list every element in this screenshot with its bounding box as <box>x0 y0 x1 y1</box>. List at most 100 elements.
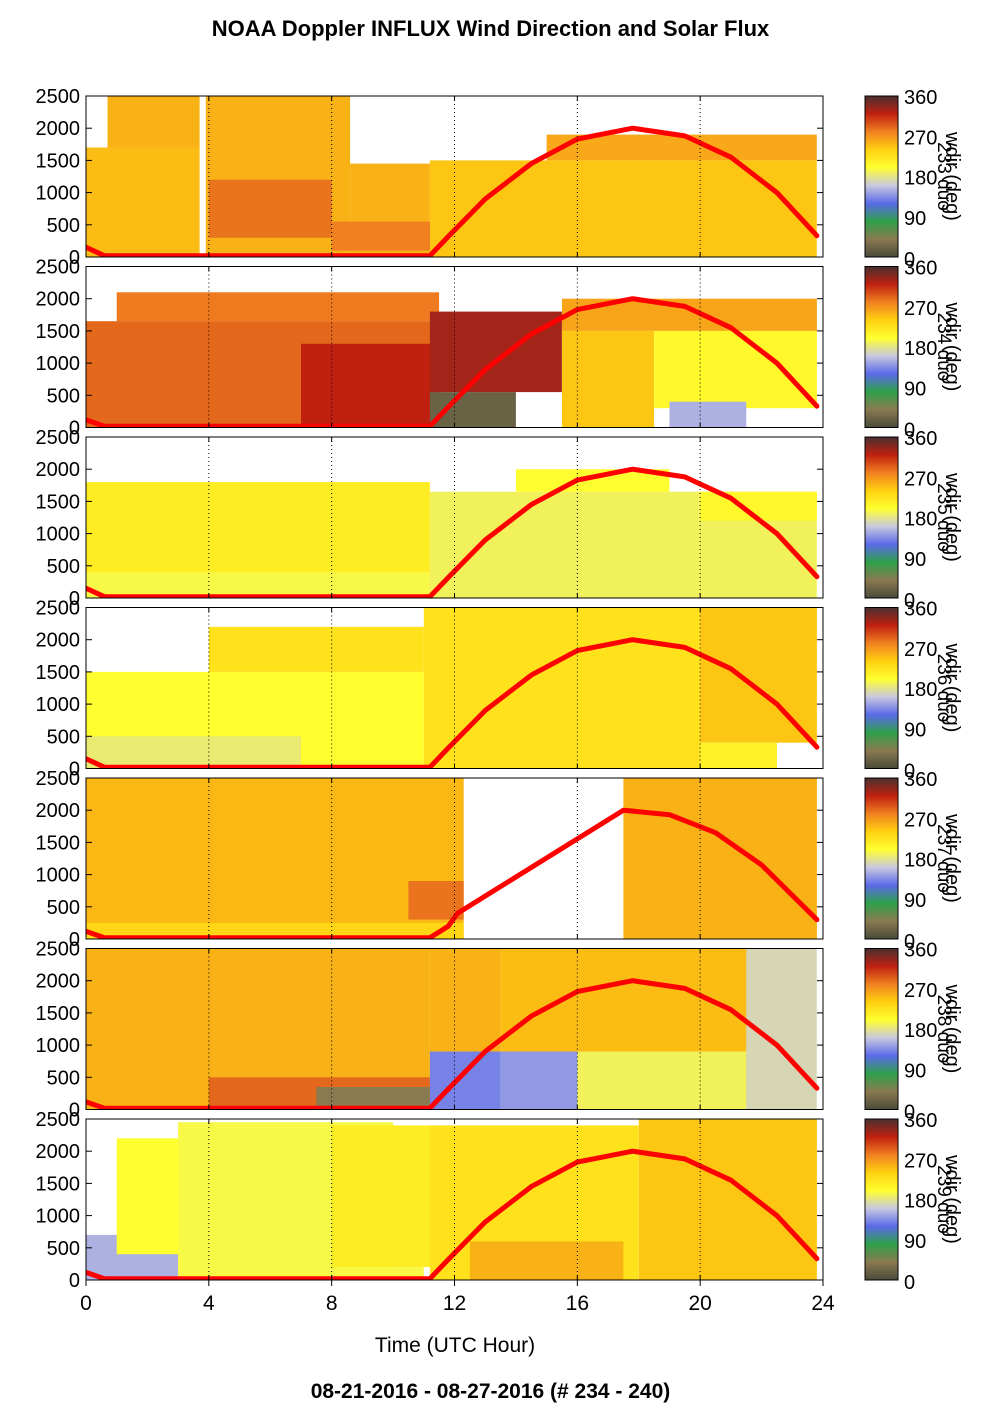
heatmap-cell <box>515 469 670 492</box>
y-tick-label: 1000 <box>36 1035 81 1057</box>
heatmap-cell <box>86 147 200 257</box>
colorbar-tick-label: 270 <box>904 809 937 831</box>
panel-day-label: 239 duo <box>933 1165 954 1234</box>
colorbar-tick-label: 270 <box>904 127 937 149</box>
colorbar-tick-label: 0 <box>904 249 915 271</box>
heatmap-cell <box>116 292 440 322</box>
y-tick-label: 500 <box>47 385 80 407</box>
x-axis-label: Time (UTC Hour) <box>375 1334 535 1357</box>
heatmap-cell <box>546 134 817 161</box>
y-tick-label: 2500 <box>36 939 81 961</box>
colorbar-tick-label: 360 <box>904 428 937 450</box>
y-tick-label: 1500 <box>36 832 81 854</box>
heatmap-cells <box>86 778 820 939</box>
colorbar-scale <box>864 436 899 599</box>
y-tick-label: 2000 <box>36 800 81 822</box>
heatmap-cell <box>700 491 817 521</box>
heatmap-cell <box>623 778 817 939</box>
x-tick-label: 4 <box>203 1292 215 1315</box>
colorbar-tick-label: 180 <box>904 850 937 872</box>
heatmap-cell <box>500 1051 578 1110</box>
y-tick-label: 2000 <box>36 289 81 311</box>
y-tick-label: 0 <box>69 418 80 440</box>
y-tick-label: 1500 <box>36 321 81 343</box>
heatmap-cells <box>86 292 820 428</box>
heatmap-cell <box>86 572 430 598</box>
heatmap-cell <box>429 1051 501 1110</box>
panel-day-label: 238 duo <box>933 995 954 1064</box>
colorbar-tick-label: 270 <box>904 980 937 1002</box>
panel-day-label: 237 duo <box>933 824 954 893</box>
heatmap-cells <box>86 607 820 769</box>
y-tick-label: 2000 <box>36 971 81 993</box>
chart-title: NOAA Doppler INFLUX Wind Direction and S… <box>211 16 770 41</box>
heatmap-cell <box>429 160 817 257</box>
solar-flux-curve <box>86 125 820 257</box>
heatmap-cells <box>86 1119 820 1280</box>
heatmap-cells <box>86 948 820 1110</box>
colorbar-tick-label: 90 <box>904 549 926 571</box>
solar-flux-curve <box>86 978 820 1110</box>
y-tick-label: 500 <box>47 726 80 748</box>
x-tick-label: 12 <box>443 1292 466 1315</box>
y-tick-label: 1500 <box>36 150 81 172</box>
y-tick-label: 500 <box>47 897 80 919</box>
y-tick-label: 500 <box>47 556 80 578</box>
colorbar-tick-label: 270 <box>904 639 937 661</box>
heatmap-cell <box>301 343 440 428</box>
colorbar-tick-label: 360 <box>904 1110 937 1132</box>
heatmap-cell <box>408 881 464 920</box>
heatmap-cell <box>654 330 817 409</box>
y-tick-label: 500 <box>47 215 80 237</box>
colorbar-tick-label: 360 <box>904 769 937 791</box>
colorbar-scale <box>864 607 899 769</box>
colorbar-scale <box>864 1118 899 1281</box>
y-tick-label: 2000 <box>36 630 81 652</box>
y-tick-label: 1000 <box>36 694 81 716</box>
colorbar-label: wdir (deg) <box>941 1154 963 1244</box>
y-tick-label: 0 <box>69 247 80 269</box>
x-tick-label: 20 <box>688 1292 711 1315</box>
heatmap-cell <box>669 401 747 428</box>
colorbar-tick-label: 0 <box>904 761 915 783</box>
heatmap-cell <box>577 1051 777 1110</box>
colorbar-tick-label: 90 <box>904 890 926 912</box>
colorbar-label: wdir (deg) <box>941 472 963 562</box>
y-tick-label: 2500 <box>36 598 81 620</box>
panel-day-label: 235 duo <box>933 483 954 552</box>
colorbar-scale <box>864 95 899 258</box>
y-tick-label: 1500 <box>36 662 81 684</box>
y-tick-label: 1500 <box>36 1003 81 1025</box>
colorbar-tick-label: 90 <box>904 208 926 230</box>
colorbar-label: wdir (deg) <box>941 984 963 1074</box>
x-tick-label: 8 <box>326 1292 338 1315</box>
y-tick-label: 2500 <box>36 257 81 279</box>
y-tick-label: 0 <box>69 588 80 610</box>
heatmap-cell <box>208 626 424 672</box>
heatmap-cell <box>638 1119 817 1280</box>
colorbar-tick-label: 0 <box>904 931 915 953</box>
heatmap-cells <box>86 466 820 598</box>
heatmap-cell <box>700 742 777 769</box>
y-tick-label: 2500 <box>36 86 81 108</box>
colorbar-tick-label: 360 <box>904 87 937 109</box>
x-tick-label: 0 <box>80 1292 92 1315</box>
y-tick-label: 0 <box>69 929 80 951</box>
y-tick-label: 1000 <box>36 1206 81 1228</box>
x-tick-label: 24 <box>811 1292 835 1315</box>
y-tick-label: 2000 <box>36 118 81 140</box>
y-tick-label: 1500 <box>36 1173 81 1195</box>
y-tick-label: 1000 <box>36 865 81 887</box>
heatmap-cell <box>429 948 501 1052</box>
heatmap-cells <box>86 96 820 257</box>
colorbar-tick-label: 90 <box>904 1060 926 1082</box>
